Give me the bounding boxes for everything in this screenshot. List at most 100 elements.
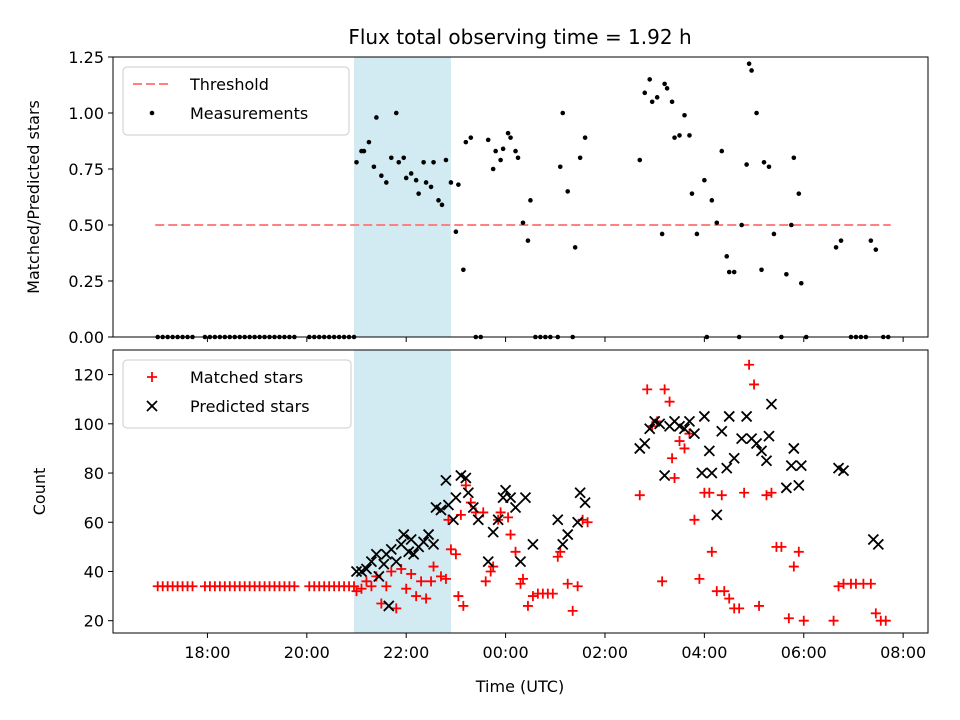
measurement-point — [528, 198, 533, 203]
matched-star-point — [798, 615, 809, 626]
matched-star-point — [555, 546, 566, 557]
matched-star-point — [572, 581, 583, 592]
matched-star-point — [421, 593, 432, 604]
measurement-point — [408, 171, 414, 176]
measurement-point — [371, 164, 377, 170]
predicted-star-point — [658, 469, 671, 482]
measurement-point — [557, 164, 563, 170]
measurement-point — [659, 231, 665, 237]
legend-label: Measurements — [190, 104, 308, 123]
measurement-point — [796, 191, 802, 196]
legend-label: Predicted stars — [190, 397, 310, 416]
predicted-star-point — [440, 474, 452, 487]
measurement-point — [714, 220, 720, 226]
predicted-star-point — [514, 555, 527, 568]
legend: Threshold Measurements — [122, 66, 350, 136]
measurement-point — [560, 110, 566, 116]
matched-star-point — [739, 487, 750, 498]
measurement-point — [766, 164, 772, 170]
measurement-point — [421, 159, 426, 165]
predicted-star-point — [785, 460, 797, 472]
measurement-point — [439, 202, 445, 208]
matched-star-point — [582, 517, 593, 528]
matched-star-point — [719, 586, 730, 597]
matched-star-point — [391, 603, 402, 614]
x-tick-label: 04:00 — [681, 643, 727, 662]
measurement-point — [384, 180, 389, 185]
predicted-star-point — [383, 600, 395, 612]
predicted-star-point — [793, 479, 805, 491]
legend-box — [122, 66, 350, 136]
matched-star-point — [706, 546, 717, 557]
measurement-point — [642, 90, 648, 96]
measurement-point — [759, 267, 764, 273]
measurement-point — [749, 68, 754, 73]
measurement-point — [498, 157, 503, 163]
predicted-star-point — [711, 509, 723, 521]
matched-star-point — [679, 443, 690, 454]
measurement-point — [582, 135, 588, 140]
measurement-point — [754, 110, 759, 116]
x-tick-label: 20:00 — [284, 643, 330, 662]
predicted-star-point — [435, 504, 447, 516]
x-tick-label: 22:00 — [383, 643, 429, 662]
predicted-star-point — [654, 418, 666, 430]
predicted-star-point — [872, 538, 884, 551]
matched-star-point — [386, 566, 397, 577]
y-tick-label: 1.25 — [68, 48, 104, 67]
y-tick-label: 100 — [73, 415, 104, 434]
measurement-point — [662, 81, 667, 87]
matched-star-point — [426, 576, 437, 587]
matched-star-point — [458, 600, 469, 611]
matched-star-point — [356, 583, 367, 594]
predicted-star-point — [398, 528, 410, 541]
measurement-point — [654, 95, 660, 100]
measurement-point — [448, 180, 454, 185]
measurement-point — [463, 139, 469, 145]
shaded-interval — [354, 57, 451, 337]
predicted-star-point — [472, 514, 484, 526]
matched-star-point — [674, 436, 685, 447]
predicted-star-point — [365, 555, 378, 568]
y-tick-label: 80 — [84, 464, 104, 483]
predicted-star-point — [504, 492, 517, 504]
matched-star-point — [634, 490, 645, 501]
measurement-point — [565, 189, 571, 194]
predicted-star-point — [572, 516, 584, 528]
measurement-point — [731, 269, 737, 275]
legend-measurement-swatch — [149, 110, 155, 116]
measurement-point — [453, 229, 459, 235]
matched-star-point — [669, 472, 680, 483]
measurement-point — [401, 155, 407, 161]
matched-star-point — [642, 384, 653, 395]
plot-frame — [112, 349, 929, 634]
measurement-point — [672, 135, 677, 140]
measurement-point — [647, 77, 653, 82]
matched-star-point — [401, 583, 412, 594]
x-tick-label: 02:00 — [582, 643, 628, 662]
matched-star-point — [547, 588, 558, 599]
matched-star-point — [289, 581, 300, 592]
matched-star-point — [381, 581, 392, 592]
y-tick-label: 0.00 — [68, 328, 104, 347]
measurement-point — [416, 191, 421, 196]
matched-star-point — [754, 600, 765, 611]
y-tick-label: 0.75 — [68, 160, 104, 179]
matched-star-point — [870, 608, 881, 619]
predicted-star-point — [678, 423, 691, 435]
predicted-star-point — [723, 410, 735, 423]
predicted-star-point — [467, 501, 479, 514]
matched-star-point — [667, 453, 678, 464]
y-axis-label: Count — [30, 468, 49, 516]
chart-title: Flux total observing time = 1.92 h — [348, 25, 691, 49]
matched-star-point — [428, 561, 439, 572]
measurement-point — [403, 175, 409, 181]
measurement-point — [361, 148, 367, 154]
measurement-point — [789, 222, 794, 228]
measurement-point — [493, 148, 498, 154]
measurement-point — [485, 137, 491, 143]
legend-label: Matched stars — [190, 368, 303, 387]
predicted-star-point — [519, 492, 532, 504]
predicted-star-point — [499, 484, 512, 496]
